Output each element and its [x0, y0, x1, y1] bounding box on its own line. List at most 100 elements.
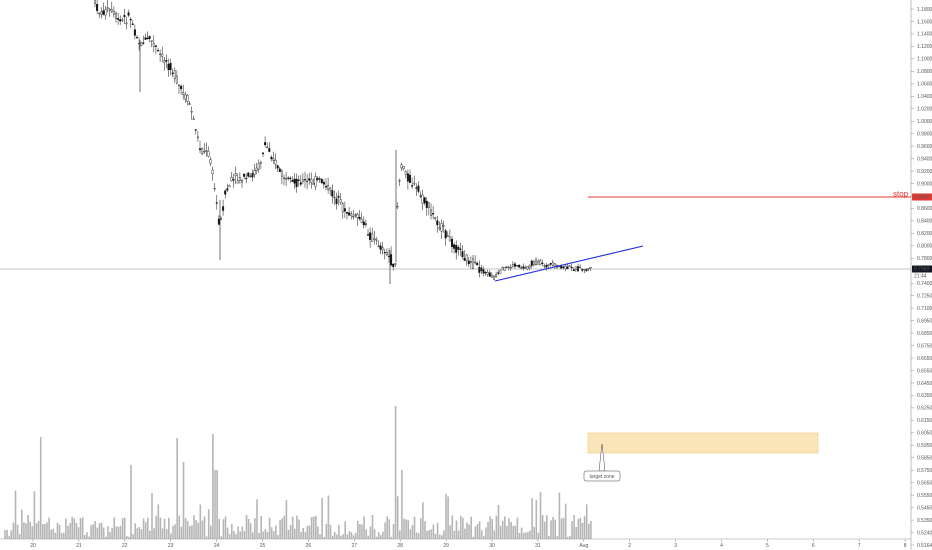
target-zone-box[interactable] — [587, 432, 819, 454]
trendline[interactable] — [494, 245, 644, 282]
volume-bar — [191, 525, 193, 539]
volume-bar — [71, 516, 73, 539]
volume-bar — [348, 531, 351, 539]
volume-bar — [142, 518, 145, 539]
volume-bar — [126, 536, 128, 539]
volume-bar — [39, 437, 42, 539]
volume-bar — [151, 493, 153, 539]
volume-bar — [243, 531, 246, 539]
candle-body — [240, 179, 243, 183]
price-axis[interactable]: 1.1800 1.1600 1.1400 1.1200 1.1000 1.0800 1.06… — [911, 7, 932, 549]
volume-bar — [554, 519, 556, 539]
candle-body — [472, 258, 475, 269]
volume-bar — [117, 526, 120, 539]
volume-bar — [478, 521, 481, 539]
candle-body — [169, 63, 172, 71]
candle-body — [268, 148, 271, 152]
price-tick-label: 1.1400 — [917, 32, 932, 38]
volume-bar — [564, 503, 567, 539]
candle-body — [488, 272, 491, 277]
candle-body — [430, 209, 433, 216]
date-axis[interactable]: 20 21 22 23 24 25 26 27 28 29 30 31 Aug 2 3 4 5 6 7 8 — [30, 539, 907, 549]
candle-body — [150, 40, 153, 42]
candle-body — [560, 266, 563, 269]
volume-bar — [457, 530, 460, 539]
volume-bar — [333, 531, 336, 539]
volume-bar — [235, 534, 237, 539]
candle-body — [392, 263, 395, 267]
candle-body — [146, 37, 149, 40]
candle-body — [135, 37, 138, 39]
current-price-tag: 0.7969 21:44 — [912, 265, 932, 280]
candle-body — [373, 238, 376, 240]
candle-body — [461, 251, 464, 258]
price-tick-label: 0.7250 — [917, 293, 932, 299]
price-tick-label: 0.8200 — [917, 231, 932, 237]
volume-bar — [382, 531, 384, 539]
price-tick-label: 0.5550 — [917, 493, 932, 499]
candle-body — [360, 219, 363, 223]
volume-bar — [501, 520, 504, 539]
volume-bar — [84, 534, 86, 539]
candle-body — [390, 254, 393, 266]
volume-bar — [323, 536, 325, 539]
volume-bar — [42, 524, 44, 539]
volume-bar — [386, 516, 388, 539]
volume-bar — [79, 518, 82, 539]
volume-bar — [453, 530, 456, 539]
volume-bar — [304, 531, 307, 539]
candle-body — [232, 179, 235, 181]
target-zone-callout[interactable]: target zone — [583, 443, 621, 482]
volume-bar — [199, 504, 202, 539]
candle-body — [364, 223, 367, 225]
volume-bar — [170, 533, 172, 539]
candle-body — [339, 199, 342, 203]
candle-body — [165, 60, 168, 62]
candle-body — [522, 266, 525, 269]
candle-body — [579, 266, 582, 268]
candle-body — [367, 234, 370, 236]
candle-body — [236, 180, 239, 184]
volume-bar — [247, 518, 250, 539]
volume-bar — [155, 515, 157, 539]
volume-bar — [176, 438, 178, 539]
price-tick-label: 0.9800 — [917, 131, 932, 137]
volume-bar — [296, 515, 298, 539]
volume-bar — [193, 515, 195, 539]
volume-bar — [346, 534, 349, 539]
volume-bar — [483, 536, 485, 539]
candle-body — [108, 9, 111, 11]
candle-body — [570, 266, 573, 269]
candle-body — [404, 171, 407, 175]
candle-body — [253, 170, 256, 175]
candle-body — [117, 18, 120, 20]
price-tick-label: 1.0000 — [917, 119, 932, 125]
volume-bar — [567, 536, 569, 539]
volume-bar — [289, 525, 292, 539]
candle-body — [343, 208, 346, 212]
candle-body — [459, 248, 462, 250]
candle-body — [486, 272, 489, 275]
date-tick-label: 8 — [904, 543, 907, 549]
volume-bar — [401, 470, 403, 539]
candle-body — [196, 136, 199, 138]
price-tick-label: 1.0400 — [917, 94, 932, 100]
volume-bar — [239, 531, 241, 539]
candle-body — [184, 94, 187, 100]
volume-bar — [546, 515, 548, 539]
volume-bar — [189, 526, 191, 539]
volume-bar — [365, 529, 367, 539]
volume-bar — [529, 530, 531, 539]
candle-body — [154, 45, 157, 47]
candle-body — [423, 197, 426, 204]
volume-bar — [485, 527, 487, 539]
volume-bar — [476, 524, 479, 539]
volume-bar — [77, 527, 80, 539]
volume-bar — [218, 518, 220, 539]
candle-body — [497, 272, 500, 274]
candle-body — [362, 221, 365, 226]
volume-bar — [161, 528, 164, 539]
volume-bar — [224, 516, 227, 539]
